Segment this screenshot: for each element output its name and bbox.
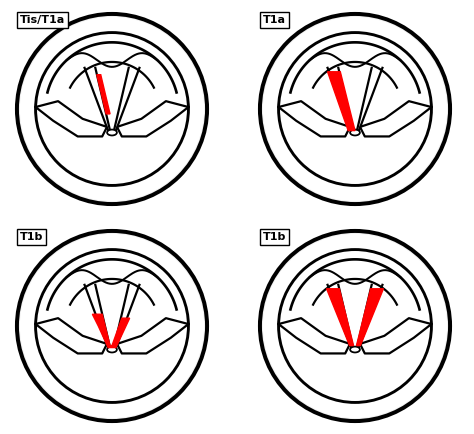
Polygon shape	[97, 75, 110, 114]
Ellipse shape	[350, 130, 360, 135]
Text: T1b: T1b	[20, 232, 44, 242]
Circle shape	[36, 33, 189, 185]
Polygon shape	[328, 72, 355, 131]
Circle shape	[20, 17, 204, 201]
Circle shape	[260, 14, 450, 204]
Circle shape	[17, 14, 207, 204]
Circle shape	[17, 231, 207, 421]
Ellipse shape	[350, 347, 360, 352]
Polygon shape	[92, 314, 130, 348]
Circle shape	[260, 231, 450, 421]
Circle shape	[20, 234, 204, 418]
Circle shape	[263, 234, 447, 418]
Ellipse shape	[107, 347, 117, 352]
Circle shape	[36, 250, 189, 402]
Circle shape	[279, 33, 431, 185]
Ellipse shape	[107, 130, 117, 135]
Text: Tis/T1a: Tis/T1a	[20, 15, 65, 25]
Circle shape	[279, 250, 431, 402]
Text: T1b: T1b	[263, 232, 286, 242]
Polygon shape	[356, 289, 383, 345]
Polygon shape	[327, 289, 354, 345]
Text: T1a: T1a	[263, 15, 286, 25]
Circle shape	[263, 17, 447, 201]
